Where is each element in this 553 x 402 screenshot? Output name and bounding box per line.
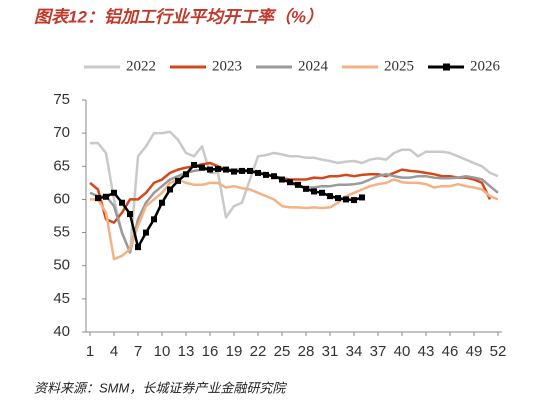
point-marker <box>135 244 141 251</box>
point-marker <box>103 193 109 200</box>
point-marker <box>191 161 197 168</box>
point-marker <box>311 188 317 195</box>
x-tick-label: 40 <box>394 343 411 360</box>
point-marker <box>351 197 357 204</box>
series-line <box>89 161 492 224</box>
point-marker <box>167 186 173 193</box>
x-tick-label: 22 <box>250 343 267 360</box>
x-tick-label: 4 <box>110 343 118 360</box>
point-marker <box>327 193 333 200</box>
x-tick-label: 49 <box>466 343 483 360</box>
chart-title: 图表12：铝加工行业平均开工率（%） <box>34 7 323 26</box>
x-tick-label: 28 <box>298 343 315 360</box>
point-marker <box>111 189 117 196</box>
y-tick-label: 55 <box>53 224 70 241</box>
y-tick-label: 40 <box>53 323 70 340</box>
x-tick-label: 13 <box>178 343 195 360</box>
point-marker <box>119 199 125 206</box>
x-tick-label: 19 <box>226 343 243 360</box>
x-tick-label: 34 <box>346 343 363 360</box>
point-marker <box>239 167 245 174</box>
x-tick-label: 1 <box>86 343 94 360</box>
series-line <box>89 168 499 254</box>
x-tick-label: 25 <box>274 343 291 360</box>
point-marker <box>215 165 221 172</box>
point-marker <box>143 229 149 236</box>
x-tick-label: 52 <box>490 343 507 360</box>
point-marker <box>287 179 293 186</box>
point-marker <box>159 199 165 206</box>
x-tick-label: 10 <box>154 343 171 360</box>
y-tick-label: 50 <box>53 257 70 274</box>
point-marker <box>247 167 253 174</box>
point-marker <box>343 196 349 203</box>
point-marker <box>271 173 277 180</box>
point-marker <box>319 189 325 196</box>
series-line <box>90 130 499 254</box>
point-marker <box>183 171 189 178</box>
x-tick-label: 46 <box>442 343 459 360</box>
y-tick-label: 60 <box>53 190 70 207</box>
x-tick-label: 7 <box>134 343 142 360</box>
point-marker <box>127 211 133 218</box>
x-tick-label: 31 <box>322 343 339 360</box>
point-marker <box>175 177 181 184</box>
series-line <box>90 178 499 261</box>
point-marker <box>223 166 229 173</box>
y-tick-label: 70 <box>53 124 70 141</box>
point-marker <box>303 185 309 192</box>
x-tick-label: 16 <box>202 343 219 360</box>
point-marker <box>231 168 237 175</box>
point-marker <box>335 195 341 202</box>
series-line <box>97 163 363 249</box>
legend-label: 2024 <box>298 58 329 74</box>
point-marker <box>95 195 101 202</box>
y-tick-label: 65 <box>53 157 70 174</box>
point-marker <box>279 176 285 183</box>
x-tick-label: 37 <box>370 343 387 360</box>
point-marker <box>359 194 365 201</box>
point-marker <box>295 181 301 188</box>
legend-label: 2026 <box>470 58 501 74</box>
y-tick-label: 75 <box>53 91 70 108</box>
point-marker <box>207 166 213 173</box>
point-marker <box>199 164 205 171</box>
legend-label: 2023 <box>212 58 242 74</box>
legend-label: 2022 <box>126 58 156 74</box>
source-note: 资料来源：SMM，长城证券产业金融研究院 <box>34 380 287 395</box>
point-marker <box>255 169 261 176</box>
y-tick-label: 45 <box>53 290 70 307</box>
x-tick-label: 43 <box>418 343 435 360</box>
point-marker <box>151 216 157 223</box>
legend-label: 2025 <box>384 58 414 74</box>
point-marker <box>263 171 269 178</box>
legend-marker <box>443 63 450 71</box>
